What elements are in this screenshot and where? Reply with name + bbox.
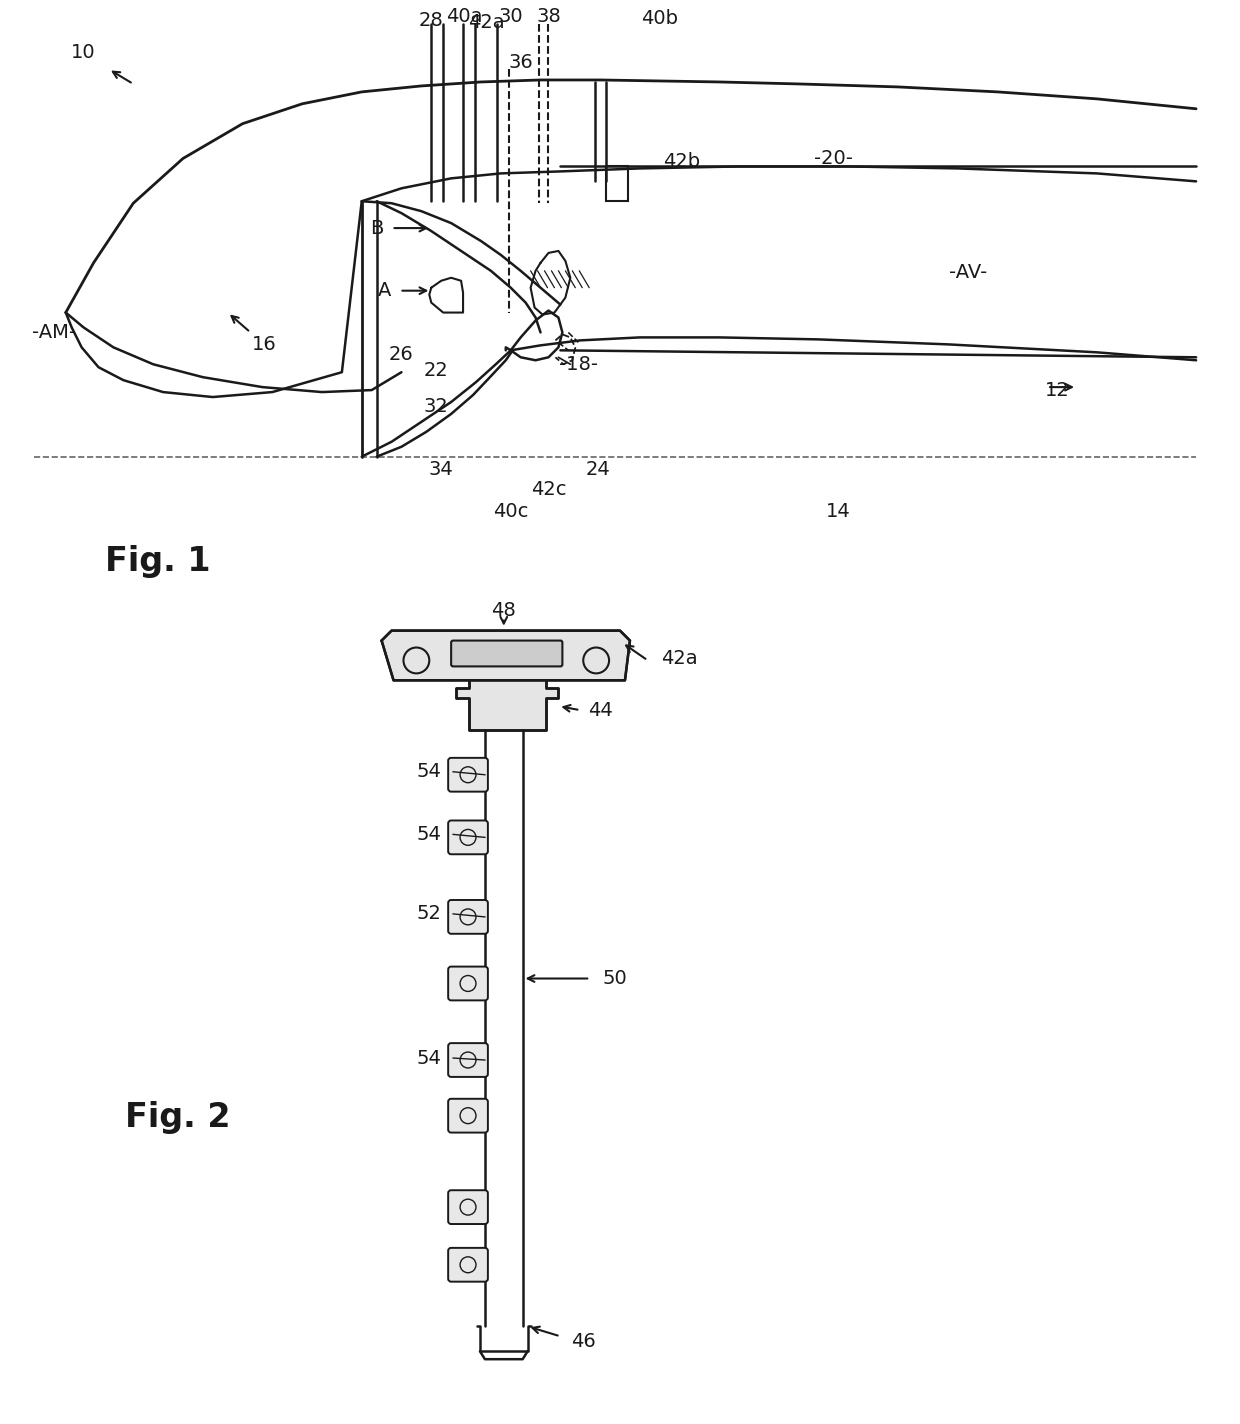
Text: 44: 44 xyxy=(588,701,613,719)
FancyBboxPatch shape xyxy=(448,1044,487,1077)
Text: Fig. 1: Fig. 1 xyxy=(105,544,211,578)
Text: 54: 54 xyxy=(417,762,441,782)
FancyBboxPatch shape xyxy=(448,900,487,934)
Text: -AV-: -AV- xyxy=(949,263,987,282)
FancyBboxPatch shape xyxy=(448,967,487,1001)
Text: 54: 54 xyxy=(417,1048,441,1068)
Text: -20-: -20- xyxy=(815,150,853,168)
Text: 42b: 42b xyxy=(663,152,701,171)
FancyBboxPatch shape xyxy=(448,1190,487,1225)
Bar xyxy=(606,167,627,201)
FancyBboxPatch shape xyxy=(448,1247,487,1282)
Text: 32: 32 xyxy=(424,397,449,416)
Text: 34: 34 xyxy=(429,460,454,478)
Text: 40c: 40c xyxy=(494,501,528,521)
Text: 54: 54 xyxy=(417,824,441,844)
Text: 30: 30 xyxy=(498,7,523,26)
Text: 42c: 42c xyxy=(531,480,567,498)
FancyBboxPatch shape xyxy=(448,1099,487,1132)
Text: 40b: 40b xyxy=(641,9,678,28)
Text: -AM-: -AM- xyxy=(32,323,76,342)
Text: 40a: 40a xyxy=(446,7,482,26)
Text: 42a: 42a xyxy=(467,13,505,31)
FancyBboxPatch shape xyxy=(448,820,487,854)
Text: 36: 36 xyxy=(508,53,533,71)
Text: Fig. 2: Fig. 2 xyxy=(125,1101,231,1134)
Text: 12: 12 xyxy=(1044,380,1069,400)
Text: 42a: 42a xyxy=(661,649,698,668)
Text: 24: 24 xyxy=(585,460,610,478)
Text: 48: 48 xyxy=(491,601,516,621)
Text: 26: 26 xyxy=(389,345,414,363)
Text: 10: 10 xyxy=(72,43,95,61)
Text: 22: 22 xyxy=(424,360,449,380)
FancyBboxPatch shape xyxy=(448,758,487,792)
Text: 14: 14 xyxy=(826,501,851,521)
Text: A: A xyxy=(378,281,392,300)
Text: 50: 50 xyxy=(603,968,627,988)
Text: -18-: -18- xyxy=(559,355,598,373)
Polygon shape xyxy=(382,631,630,681)
Text: 38: 38 xyxy=(536,7,560,26)
Polygon shape xyxy=(456,681,558,731)
FancyBboxPatch shape xyxy=(451,641,563,666)
Text: 52: 52 xyxy=(417,904,441,923)
Text: 16: 16 xyxy=(252,335,277,353)
Text: 46: 46 xyxy=(570,1331,595,1351)
Text: 28: 28 xyxy=(419,11,444,30)
Text: B: B xyxy=(370,218,383,238)
